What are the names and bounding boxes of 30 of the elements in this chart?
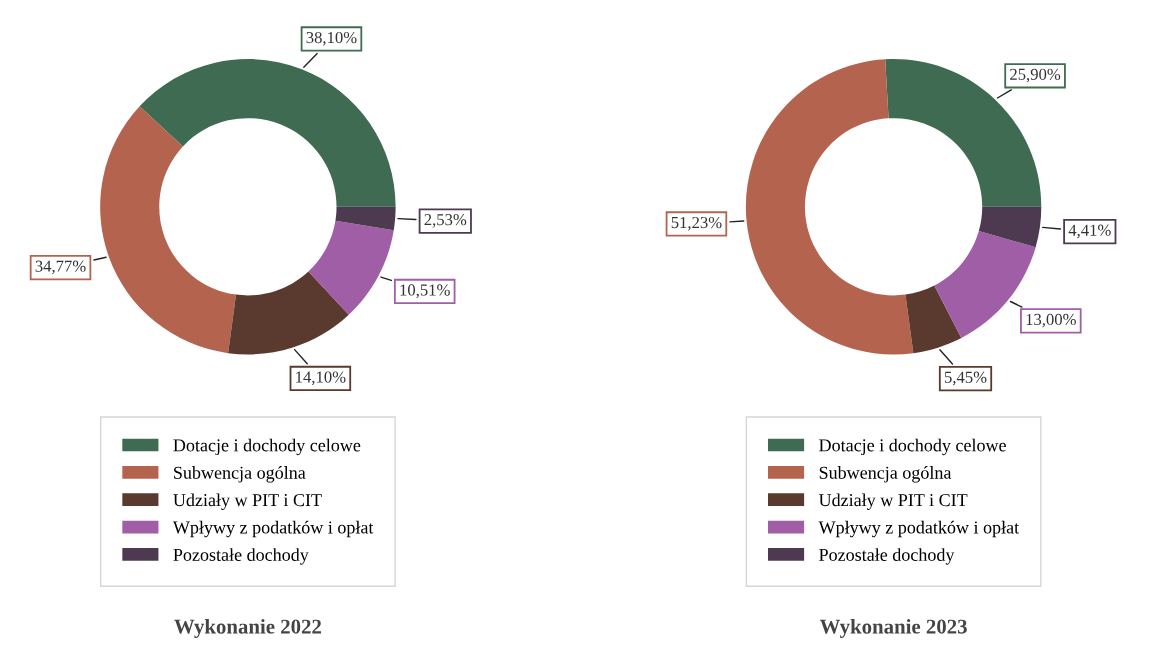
donut-slice (139, 59, 396, 207)
donut-slice (228, 271, 349, 355)
data-label: 5,45% (944, 371, 987, 386)
data-label: 38,10% (306, 31, 357, 46)
donut-slice (745, 59, 914, 355)
text: Wykonanie 2022 (174, 618, 321, 638)
donut-slice (905, 285, 962, 354)
legend-label: Pozostałe dochody (819, 548, 955, 565)
data-label: 51,23% (671, 216, 722, 231)
legend-label: Dotacje i dochody celowe (819, 438, 1006, 456)
legend-label: Udziały w PIT i CIT (818, 493, 968, 510)
data-label: 10,51% (400, 284, 450, 299)
data-label: 25,90% (1010, 68, 1061, 83)
donut-slice (100, 106, 237, 354)
data-label: 34,77% (35, 260, 86, 275)
legend-label: Udziały w PIT i CIT (173, 493, 322, 510)
legend-label: Subwencja ogólna (819, 466, 952, 483)
data-label: 4,41% (1068, 224, 1111, 239)
legend-label: Subwencja ogólna (174, 466, 306, 483)
donut-slice (308, 220, 394, 315)
data-label: 2,53% (424, 214, 467, 228)
data-label: 14,10% (296, 371, 346, 386)
data-label: 13,00% (1026, 313, 1076, 328)
legend-label: Pozostałe dochody (173, 548, 309, 565)
legend-label: Dotacje i dochody celowe (173, 438, 361, 456)
text: Wykonanie 2023 (819, 618, 967, 638)
legend-label: Wpływy z podatków i opłat (172, 520, 374, 538)
donut-slice (335, 206, 396, 231)
legend-label: Wpływy z podatków i opłat (818, 520, 1020, 538)
donut-slice (978, 206, 1042, 248)
